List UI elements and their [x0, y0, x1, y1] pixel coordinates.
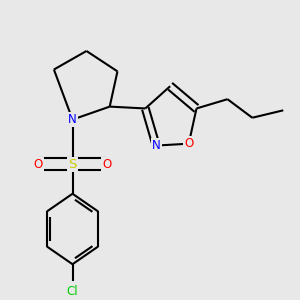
Text: S: S: [68, 158, 77, 171]
Text: N: N: [68, 113, 77, 126]
Text: O: O: [184, 137, 194, 150]
Text: N: N: [152, 139, 161, 152]
Text: O: O: [34, 158, 43, 171]
Text: O: O: [102, 158, 111, 171]
Text: Cl: Cl: [67, 285, 78, 298]
